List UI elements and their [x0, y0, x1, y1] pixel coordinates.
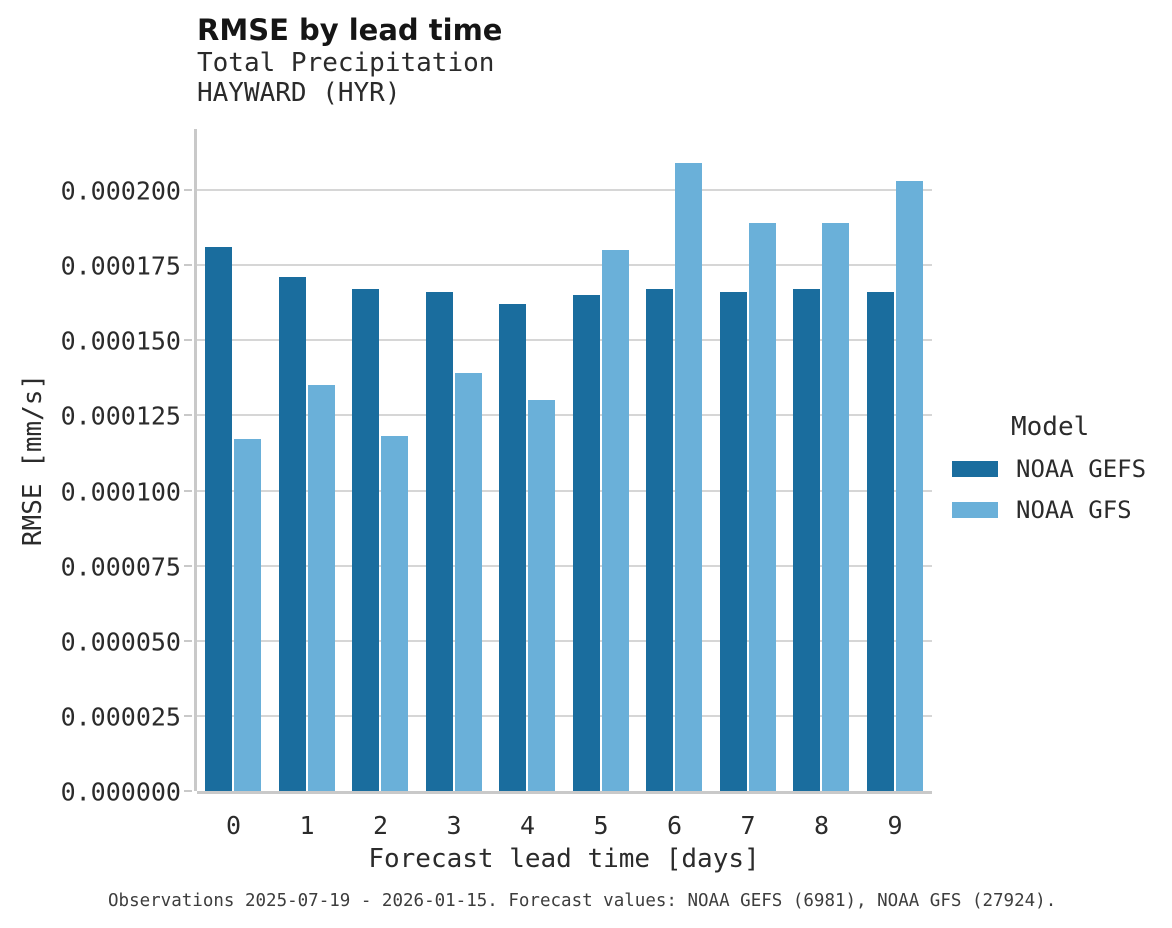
y-tick-label: 0.000025 — [60, 702, 181, 732]
chart-header: RMSE by lead time Total Precipitation HA… — [197, 12, 502, 108]
bar-noaa-gefs-day2 — [352, 289, 379, 791]
y-tick-mark — [184, 714, 192, 717]
bar-noaa-gefs-day5 — [572, 295, 600, 791]
y-tick-label: 0.000200 — [60, 176, 181, 206]
x-tick-label-6: 6 — [666, 811, 683, 840]
gridline — [197, 489, 932, 492]
y-tick-mark — [184, 639, 192, 642]
bar-noaa-gfs-day7 — [748, 223, 776, 791]
bar-noaa-gefs-day3 — [425, 292, 453, 791]
y-tick-label: 0.000125 — [60, 401, 181, 431]
bar-noaa-gefs-day1 — [278, 277, 306, 791]
y-tick-label: 0.000175 — [60, 251, 181, 281]
bar-noaa-gfs-day9 — [895, 181, 923, 791]
y-tick-mark — [184, 264, 192, 267]
x-tick-label-9: 9 — [887, 811, 903, 840]
y-tick-label: 0.000100 — [60, 477, 181, 507]
legend-swatch-noaa-gefs — [952, 461, 998, 477]
y-tick-label: 0.000000 — [60, 777, 181, 807]
gridline — [197, 564, 932, 567]
bar-noaa-gfs-day2 — [381, 436, 408, 791]
x-axis-title: Forecast lead time [days] — [368, 844, 760, 874]
y-tick-mark — [184, 790, 192, 792]
bar-noaa-gfs-day5 — [601, 250, 629, 791]
x-tick-label-3: 3 — [446, 811, 462, 840]
y-tick-label: 0.000150 — [60, 326, 181, 356]
y-tick-mark — [184, 189, 192, 192]
y-tick-label: 0.000075 — [60, 552, 181, 582]
legend-label-noaa-gfs: NOAA GFS — [1016, 496, 1132, 524]
x-axis-line — [197, 791, 932, 794]
x-tick-label-7: 7 — [740, 811, 756, 840]
y-tick-mark — [184, 414, 192, 417]
legend-title: Model — [1011, 412, 1090, 442]
legend-entry-noaa-gfs: NOAA GFS — [952, 496, 1172, 524]
y-axis-title: RMSE [mm/s] — [18, 373, 48, 547]
footer-caption: Observations 2025-07-19 - 2026-01-15. Fo… — [108, 891, 1057, 911]
y-tick-mark — [184, 489, 192, 492]
y-tick-label: 0.000050 — [60, 627, 181, 657]
x-tick-label-8: 8 — [813, 811, 830, 840]
bar-noaa-gefs-day7 — [719, 292, 747, 791]
chart-subtitle-variable: Total Precipitation — [197, 48, 495, 78]
bar-noaa-gefs-day0 — [205, 247, 232, 791]
legend-label-noaa-gefs: NOAA GEFS — [1016, 455, 1147, 483]
bar-noaa-gfs-day8 — [822, 223, 849, 791]
bar-noaa-gefs-day4 — [499, 304, 526, 791]
x-tick-label-2: 2 — [372, 811, 389, 840]
bar-noaa-gefs-day9 — [866, 292, 894, 791]
chart-title: RMSE by lead time — [197, 13, 503, 47]
bar-noaa-gfs-day1 — [307, 385, 335, 791]
x-tick-label-1: 1 — [299, 811, 315, 840]
gridline — [197, 414, 932, 417]
bar-noaa-gefs-day6 — [646, 289, 673, 791]
legend: Model NOAA GEFS NOAA GFS — [952, 412, 1172, 524]
gridline — [197, 189, 932, 192]
x-tick-label-5: 5 — [593, 811, 609, 840]
bar-noaa-gfs-day4 — [528, 400, 555, 791]
legend-swatch-noaa-gfs — [952, 502, 998, 518]
bar-noaa-gfs-day3 — [454, 373, 482, 791]
chart-subtitle-station: HAYWARD (HYR) — [197, 78, 401, 108]
legend-entry-noaa-gefs: NOAA GEFS — [952, 455, 1172, 483]
gridline — [197, 339, 932, 342]
y-tick-mark — [184, 564, 192, 567]
bar-noaa-gfs-day0 — [234, 439, 261, 791]
gridline — [197, 714, 932, 717]
gridline — [197, 639, 932, 642]
x-tick-label-4: 4 — [519, 811, 536, 840]
bar-noaa-gefs-day8 — [793, 289, 820, 791]
bar-noaa-gfs-day6 — [675, 162, 702, 791]
gridline — [197, 264, 932, 267]
x-tick-label-0: 0 — [225, 811, 242, 840]
plot-area: 0.000000 0.000025 0.000050 0.000075 0.000100… — [61, 129, 932, 807]
y-tick-mark — [184, 339, 192, 342]
